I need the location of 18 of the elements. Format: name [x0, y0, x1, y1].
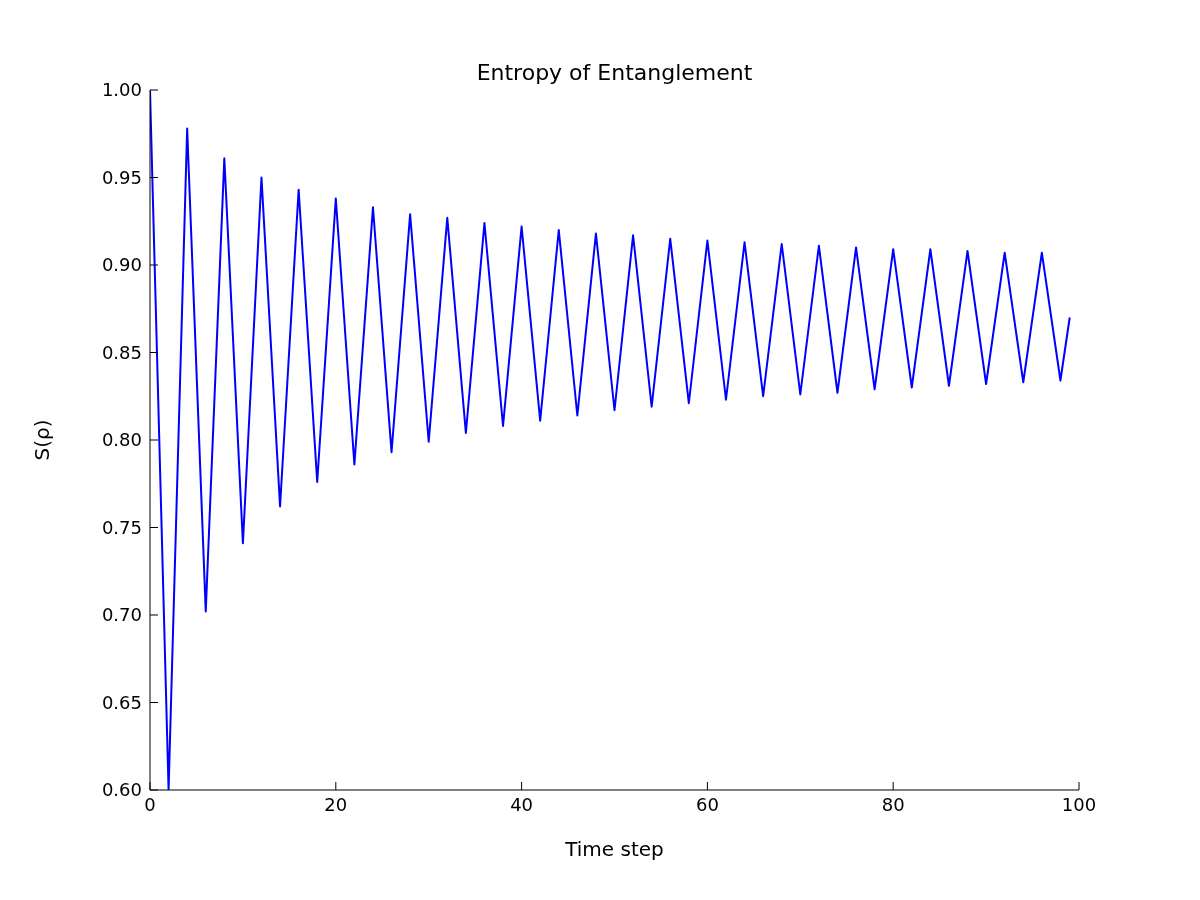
y-axis-title: S(ρ) [30, 419, 55, 461]
y-tick-label: 0.70 [101, 604, 142, 626]
chart-title: Entropy of Entanglement [475, 60, 754, 85]
x-tick-label: 100 [1061, 793, 1097, 815]
x-tick-label: 40 [510, 793, 534, 815]
x-tick-label: 80 [881, 793, 905, 815]
y-tick-label: 0.75 [101, 516, 142, 538]
y-tick-label: 0.80 [101, 429, 142, 451]
x-axis-title: Time step [564, 837, 664, 861]
y-tick-label: 1.00 [101, 79, 142, 101]
y-tick-label: 0.90 [101, 254, 142, 276]
y-tick-label: 0.65 [101, 691, 142, 713]
y-tick-label: 0.95 [101, 166, 142, 188]
y-tick-label: 0.60 [101, 779, 142, 801]
x-tick-label: 20 [324, 793, 348, 815]
y-tick-label: 0.85 [101, 341, 142, 363]
x-tick-label: 0 [144, 793, 156, 815]
x-tick-label: 60 [695, 793, 719, 815]
